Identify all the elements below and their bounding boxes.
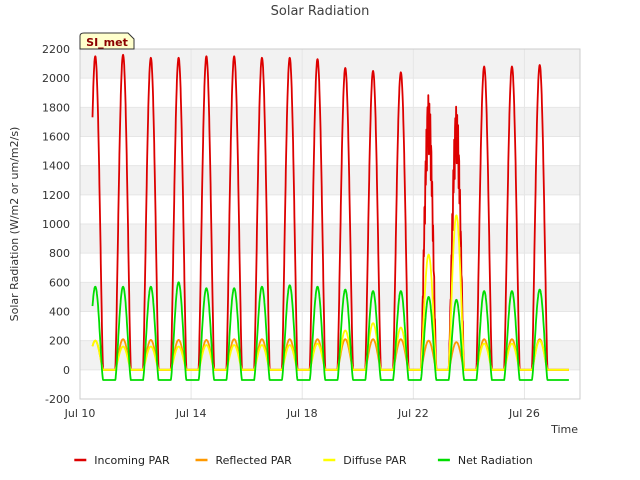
plot-frame bbox=[79, 48, 581, 400]
x-axis-ticks: Jul 10 Jul 14 Jul 18 Jul 22 Jul 26 bbox=[64, 407, 540, 420]
x-tick-label: Jul 26 bbox=[508, 407, 540, 420]
x-tick-label: Jul 10 bbox=[64, 407, 96, 420]
legend-label: Incoming PAR bbox=[94, 454, 170, 467]
y-tick-label: 2000 bbox=[42, 72, 70, 85]
background-band bbox=[80, 165, 580, 195]
legend-item-incoming-par: Incoming PAR bbox=[74, 454, 170, 467]
y-tick-label: 1800 bbox=[42, 101, 70, 114]
series-line-incoming-par bbox=[91, 53, 570, 371]
y-axis-ticks: -200 0 200 400 600 800 1000 1200 1400 1600 1800 200… bbox=[42, 43, 70, 406]
y-tick-label: 600 bbox=[49, 276, 70, 289]
y-tick-label: -200 bbox=[45, 393, 70, 406]
site-label-text: SI_met bbox=[86, 36, 128, 49]
y-tick-label: 1200 bbox=[42, 189, 70, 202]
background-band bbox=[80, 107, 580, 137]
site-label-badge: SI_met bbox=[79, 32, 135, 50]
y-tick-label: 200 bbox=[49, 335, 70, 348]
x-tick-label: Jul 22 bbox=[397, 407, 429, 420]
legend-label: Reflected PAR bbox=[216, 454, 293, 467]
background-band bbox=[80, 224, 580, 254]
legend-label: Diffuse PAR bbox=[343, 454, 407, 467]
site-label-box bbox=[79, 32, 135, 50]
y-tick-label: 0 bbox=[63, 364, 70, 377]
legend-label: Net Radiation bbox=[458, 454, 533, 467]
y-axis-label: Solar Radiation (W/m2 or um/m2/s) bbox=[8, 127, 21, 322]
series-layer bbox=[91, 53, 570, 381]
chart-title: Solar Radiation bbox=[271, 4, 370, 19]
background-band bbox=[80, 282, 580, 312]
plot-background-bands bbox=[80, 49, 580, 370]
x-axis-label: Time bbox=[550, 423, 578, 436]
y-tick-label: 400 bbox=[49, 306, 70, 319]
series-line-net-radiation bbox=[91, 281, 570, 381]
legend-item-diffuse-par: Diffuse PAR bbox=[323, 454, 407, 467]
y-tick-label: 1000 bbox=[42, 218, 70, 231]
legend-item-reflected-par: Reflected PAR bbox=[195, 454, 293, 467]
x-tick-label: Jul 14 bbox=[175, 407, 207, 420]
legend: Incoming PAR Reflected PAR Diffuse PAR Net … bbox=[74, 454, 533, 467]
background-band bbox=[80, 49, 580, 79]
y-tick-label: 800 bbox=[49, 247, 70, 260]
y-tick-label: 2200 bbox=[42, 43, 70, 56]
y-tick-label: 1400 bbox=[42, 160, 70, 173]
background-band bbox=[80, 340, 580, 370]
x-tick-label: Jul 18 bbox=[286, 407, 318, 420]
legend-item-net-radiation: Net Radiation bbox=[437, 454, 533, 467]
y-tick-label: 1600 bbox=[42, 131, 70, 144]
